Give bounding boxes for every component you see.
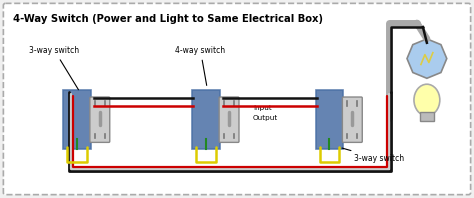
- Text: Input: Input: [253, 105, 272, 111]
- Text: 3-way switch: 3-way switch: [29, 46, 79, 90]
- FancyBboxPatch shape: [63, 90, 91, 149]
- FancyBboxPatch shape: [219, 97, 239, 142]
- Text: Output: Output: [253, 115, 278, 121]
- FancyBboxPatch shape: [3, 3, 471, 195]
- Text: 3-way switch: 3-way switch: [342, 148, 404, 163]
- FancyBboxPatch shape: [342, 97, 362, 142]
- Ellipse shape: [414, 84, 440, 116]
- Text: 4-way switch: 4-way switch: [175, 46, 226, 85]
- FancyBboxPatch shape: [420, 112, 434, 121]
- Polygon shape: [407, 39, 447, 78]
- FancyBboxPatch shape: [192, 90, 220, 149]
- FancyBboxPatch shape: [90, 97, 110, 142]
- FancyBboxPatch shape: [316, 90, 343, 149]
- Text: 4-Way Switch (Power and Light to Same Electrical Box): 4-Way Switch (Power and Light to Same El…: [13, 14, 323, 24]
